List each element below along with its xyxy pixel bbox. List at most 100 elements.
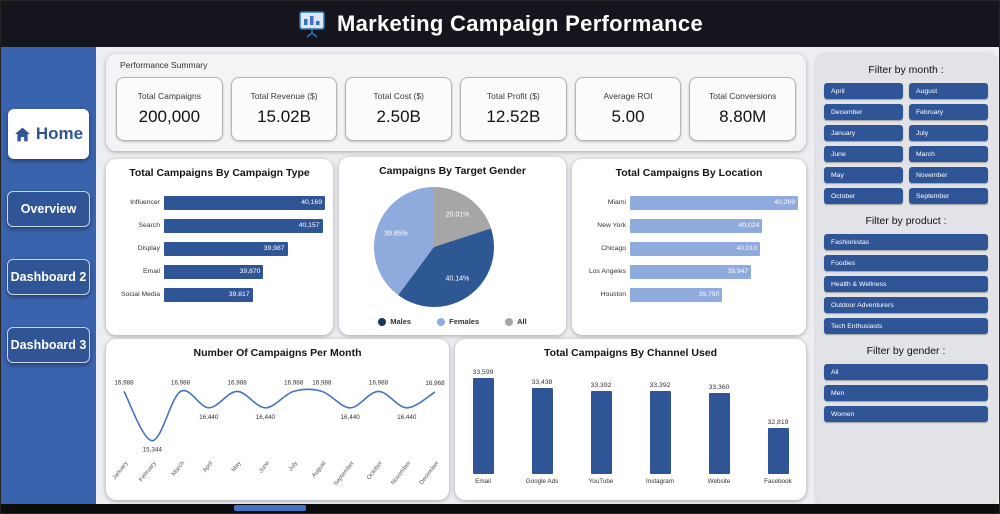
scrollbar-thumb[interactable] bbox=[234, 505, 306, 511]
nav-dashboard3-button[interactable]: Dashboard 3 bbox=[7, 327, 90, 363]
point-value-label: 16,988 bbox=[171, 379, 191, 386]
gender-filter-button-women[interactable]: Women bbox=[824, 406, 988, 422]
legend-dot bbox=[437, 317, 446, 326]
chart-channel-used: 33,599 Email 33,438 Google Ads 33,392 YouTube… bbox=[455, 363, 806, 485]
category-label: New York bbox=[597, 222, 626, 229]
legend-item-males[interactable]: Males bbox=[378, 317, 411, 326]
month-filter-button-september[interactable]: September bbox=[909, 188, 988, 204]
legend-item-females[interactable]: Females bbox=[437, 317, 479, 326]
kpi-title: Total Campaigns bbox=[137, 91, 201, 101]
kpi-card-total-profit: Total Profit ($) 12.52B bbox=[460, 77, 567, 141]
month-filter-button-july[interactable]: July bbox=[909, 125, 988, 141]
month-filter-button-february[interactable]: February bbox=[909, 104, 988, 120]
kpi-value: 5.00 bbox=[611, 107, 645, 126]
month-filter-button-august[interactable]: August bbox=[909, 83, 988, 99]
kpi-title: Total Revenue ($) bbox=[250, 91, 318, 101]
bar-track: 40,269 bbox=[630, 195, 798, 210]
bar-search[interactable]: 40,157 bbox=[164, 218, 323, 233]
bar-value-label: 39,870 bbox=[239, 268, 261, 275]
dashboard-logo-icon bbox=[297, 9, 327, 39]
bar-facebook[interactable] bbox=[767, 428, 789, 474]
bar-row: Influencer 40,169 bbox=[108, 191, 325, 214]
point-value-label: 16,440 bbox=[256, 414, 276, 421]
category-label: Miami bbox=[607, 199, 626, 206]
bar-value-label: 40,169 bbox=[301, 199, 322, 206]
legend-label: Males bbox=[390, 317, 412, 326]
pie-wrap: 20.01% 40.14% 39.85% bbox=[374, 187, 494, 307]
month-filter-button-june[interactable]: June bbox=[824, 146, 903, 162]
pie-chart[interactable] bbox=[374, 187, 494, 307]
bar-new-york[interactable]: 40,024 bbox=[630, 218, 763, 233]
performance-summary-label: Performance Summary bbox=[120, 60, 208, 70]
bar-row: Houston 39,750 bbox=[574, 283, 798, 306]
month-filter-group: April August December February January July Ju… bbox=[816, 83, 996, 204]
bar-email[interactable]: 39,870 bbox=[164, 264, 264, 279]
bar-email[interactable] bbox=[472, 378, 494, 474]
bar-youtube[interactable] bbox=[590, 391, 612, 474]
bar-track: 40,010 bbox=[630, 241, 798, 256]
month-filter-button-december[interactable]: December bbox=[824, 104, 903, 120]
category-label: Los Angeles bbox=[588, 268, 626, 275]
point-value-label: 16,440 bbox=[397, 414, 417, 421]
gender-filter-button-all[interactable]: All bbox=[824, 364, 988, 380]
nav-overview-button[interactable]: Overview bbox=[7, 191, 90, 227]
nav-dashboard2-button[interactable]: Dashboard 2 bbox=[7, 259, 90, 295]
category-label: Chicago bbox=[601, 245, 626, 252]
month-filter-button-may[interactable]: May bbox=[824, 167, 903, 183]
legend-item-all[interactable]: All bbox=[505, 317, 527, 326]
nav-home-button[interactable]: Home bbox=[8, 109, 89, 159]
bar-row: Email 39,870 bbox=[108, 260, 325, 283]
point-value-label: 16,440 bbox=[199, 414, 219, 421]
bar-track: 39,987 bbox=[164, 241, 325, 256]
filter-month-heading: Filter by month : bbox=[868, 64, 944, 76]
page-title: Marketing Campaign Performance bbox=[337, 11, 703, 36]
pie-slice-label-males: 40.14% bbox=[445, 275, 470, 283]
category-label: Email bbox=[475, 478, 491, 485]
kpi-card-total-cost: Total Cost ($) 2.50B bbox=[345, 77, 453, 141]
month-filter-button-november[interactable]: November bbox=[909, 167, 988, 183]
product-filter-button-outdoor-adventurers[interactable]: Outdoor Adventurers bbox=[824, 297, 988, 313]
x-axis-label: August bbox=[311, 460, 327, 479]
bar-row: Display 39,987 bbox=[108, 237, 325, 260]
category-label: Instagram bbox=[646, 478, 674, 485]
chart-target-gender: 20.01% 40.14% 39.85% Males Females All bbox=[339, 187, 566, 326]
horizontal-scrollbar[interactable] bbox=[1, 504, 999, 513]
bar-value-label: 40,157 bbox=[298, 222, 320, 229]
bar-houston[interactable]: 39,750 bbox=[630, 287, 723, 302]
product-filter-button-foodies[interactable]: Foodies bbox=[824, 255, 988, 271]
bar-miami[interactable]: 40,269 bbox=[630, 195, 798, 210]
category-label: Influencer bbox=[130, 199, 160, 206]
bar-display[interactable]: 39,987 bbox=[164, 241, 288, 256]
bar-social-media[interactable]: 39,817 bbox=[164, 287, 253, 302]
bar-row: New York 40,024 bbox=[574, 214, 798, 237]
bar-chicago[interactable]: 40,010 bbox=[630, 241, 761, 256]
x-axis-label: September bbox=[333, 461, 356, 488]
bar-google-ads[interactable] bbox=[531, 388, 553, 474]
month-filter-button-march[interactable]: March bbox=[909, 146, 988, 162]
bar-column-youtube: 33,392 YouTube bbox=[583, 382, 619, 485]
point-value-label: 16,988 bbox=[312, 379, 332, 386]
nav-home-label: Home bbox=[35, 124, 84, 143]
bar-column-facebook: 32,819 Facebook bbox=[760, 419, 796, 485]
bar-website[interactable] bbox=[708, 393, 730, 474]
bar-instagram[interactable] bbox=[649, 391, 671, 474]
point-value-label: 16,988 bbox=[227, 379, 247, 386]
product-filter-button-fashionistas[interactable]: Fashionistas bbox=[824, 234, 988, 250]
product-filter-button-tech-enthusiasts[interactable]: Tech Enthusiasts bbox=[824, 318, 988, 334]
month-filter-button-january[interactable]: January bbox=[824, 125, 903, 141]
bar-track: 39,947 bbox=[630, 264, 798, 279]
bar-influencer[interactable]: 40,169 bbox=[164, 195, 325, 210]
month-filter-button-october[interactable]: October bbox=[824, 188, 903, 204]
x-axis-label: February bbox=[138, 461, 158, 484]
bar-track: 39,870 bbox=[164, 264, 325, 279]
bar-value-label: 39,817 bbox=[228, 291, 250, 298]
gender-filter-button-men[interactable]: Men bbox=[824, 385, 988, 401]
month-filter-button-april[interactable]: April bbox=[824, 83, 903, 99]
kpi-value: 12.52B bbox=[486, 107, 541, 126]
filter-product-heading: Filter by product : bbox=[865, 215, 947, 227]
bar-row: Social Media 39,817 bbox=[108, 283, 325, 306]
product-filter-button-health-wellness[interactable]: Health & Wellness bbox=[824, 276, 988, 292]
line-series[interactable] bbox=[123, 388, 436, 442]
bar-los-angeles[interactable]: 39,947 bbox=[630, 264, 752, 279]
chart-campaigns-per-month: 16,988 January 15,344 February 16,988 March 16… bbox=[110, 361, 445, 493]
